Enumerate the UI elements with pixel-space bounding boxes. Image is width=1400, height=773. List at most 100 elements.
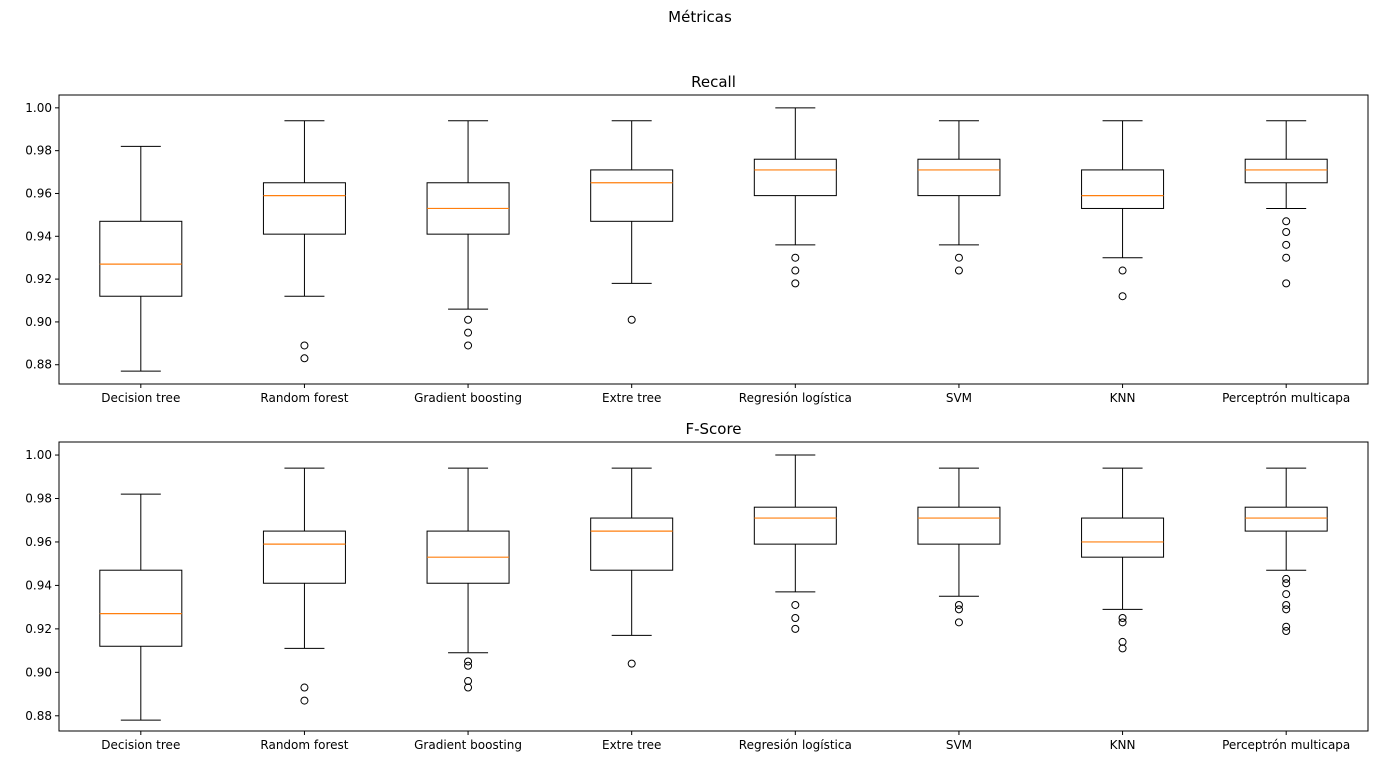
box-2 — [262, 467, 346, 705]
outlier-point — [1282, 627, 1291, 636]
outlier-point — [1282, 217, 1291, 226]
subplot-title: Recall — [691, 73, 736, 91]
box-body — [753, 158, 837, 197]
outlier-point — [1118, 637, 1127, 646]
outlier-point — [1282, 600, 1291, 609]
outlier-point — [791, 600, 800, 609]
box-body — [590, 517, 674, 571]
x-tick-label: Perceptrón multicapa — [1222, 391, 1350, 405]
box-body — [1244, 158, 1328, 184]
outlier-point — [1118, 266, 1127, 275]
y-tick-label: 0.96 — [25, 186, 52, 200]
outlier-point — [627, 315, 636, 324]
x-tick-label: Regresión logística — [739, 391, 852, 405]
y-tick-label: 0.88 — [25, 358, 52, 372]
outlier-point — [954, 266, 963, 275]
outlier-point — [791, 253, 800, 262]
outlier-point — [1118, 644, 1127, 653]
outlier-point — [1282, 605, 1291, 614]
y-tick-label: 0.96 — [25, 535, 52, 549]
box-5 — [753, 454, 837, 633]
outlier-point — [954, 605, 963, 614]
box-6 — [917, 467, 1001, 627]
x-tick-label: Random forest — [260, 738, 348, 752]
outlier-point — [1282, 228, 1291, 237]
outlier-point — [954, 253, 963, 262]
y-tick-label: 0.90 — [25, 315, 52, 329]
x-tick-label: Random forest — [260, 391, 348, 405]
axes-frame — [58, 441, 1369, 732]
box-7 — [1081, 120, 1165, 301]
outlier-point — [464, 683, 473, 692]
outlier-point — [791, 279, 800, 288]
x-tick-label: Decision tree — [101, 391, 180, 405]
outlier-point — [1282, 579, 1291, 588]
outlier-point — [1282, 253, 1291, 262]
outlier-point — [954, 600, 963, 609]
outlier-point — [1282, 279, 1291, 288]
box-8 — [1244, 467, 1328, 636]
box-body — [262, 530, 346, 584]
outlier-point — [1118, 292, 1127, 301]
box-body — [1081, 517, 1165, 558]
y-tick-label: 1.00 — [25, 448, 52, 462]
outlier-point — [300, 696, 309, 705]
x-tick-label: Regresión logística — [739, 738, 852, 752]
outlier-point — [627, 659, 636, 668]
box-5 — [753, 107, 837, 288]
outlier-point — [464, 661, 473, 670]
outlier-point — [300, 354, 309, 363]
box-body — [262, 182, 346, 235]
outlier-point — [300, 683, 309, 692]
outlier-point — [1282, 240, 1291, 249]
x-tick-label: Perceptrón multicapa — [1222, 738, 1350, 752]
x-tick-label: Decision tree — [101, 738, 180, 752]
box-body — [1081, 169, 1165, 209]
x-tick-label: Gradient boosting — [414, 391, 522, 405]
y-tick-label: 0.98 — [25, 144, 52, 158]
y-tick-label: 0.90 — [25, 665, 52, 679]
box-body — [917, 158, 1001, 197]
box-1 — [99, 145, 183, 372]
box-8 — [1244, 120, 1328, 288]
box-3 — [426, 467, 510, 692]
outlier-point — [791, 624, 800, 633]
box-body — [590, 169, 674, 222]
outlier-point — [1118, 614, 1127, 623]
box-6 — [917, 120, 1001, 275]
subplot-1: Recall 0.88 0.90 0.92 0.94 0.96 0.98 1.00 Decisi… — [25, 73, 1369, 405]
box-2 — [262, 120, 346, 363]
box-4 — [590, 120, 674, 324]
x-tick-label: KNN — [1110, 391, 1136, 405]
box-4 — [590, 467, 674, 668]
x-tick-label: KNN — [1110, 738, 1136, 752]
outlier-point — [464, 328, 473, 337]
outlier-point — [791, 266, 800, 275]
outlier-point — [464, 657, 473, 666]
outlier-point — [1282, 574, 1291, 583]
box-body — [1244, 506, 1328, 532]
box-1 — [99, 493, 183, 721]
box-body — [917, 506, 1001, 545]
outlier-point — [1282, 590, 1291, 599]
y-tick-label: 0.92 — [25, 272, 52, 286]
outlier-point — [791, 614, 800, 623]
x-tick-label: Extre tree — [602, 738, 661, 752]
outlier-point — [464, 677, 473, 686]
outlier-point — [1118, 618, 1127, 627]
y-tick-label: 0.98 — [25, 491, 52, 505]
outlier-point — [464, 315, 473, 324]
y-tick-label: 1.00 — [25, 101, 52, 115]
y-tick-label: 0.94 — [25, 229, 52, 243]
box-body — [99, 220, 183, 297]
outlier-point — [464, 341, 473, 350]
x-tick-label: Gradient boosting — [414, 738, 522, 752]
x-tick-label: SVM — [946, 391, 972, 405]
axes-frame — [58, 94, 1369, 385]
y-tick-label: 0.92 — [25, 622, 52, 636]
outlier-point — [1282, 622, 1291, 631]
subplot-title: F-Score — [685, 420, 741, 438]
box-body — [99, 569, 183, 647]
figure-title: Métricas — [668, 8, 732, 26]
